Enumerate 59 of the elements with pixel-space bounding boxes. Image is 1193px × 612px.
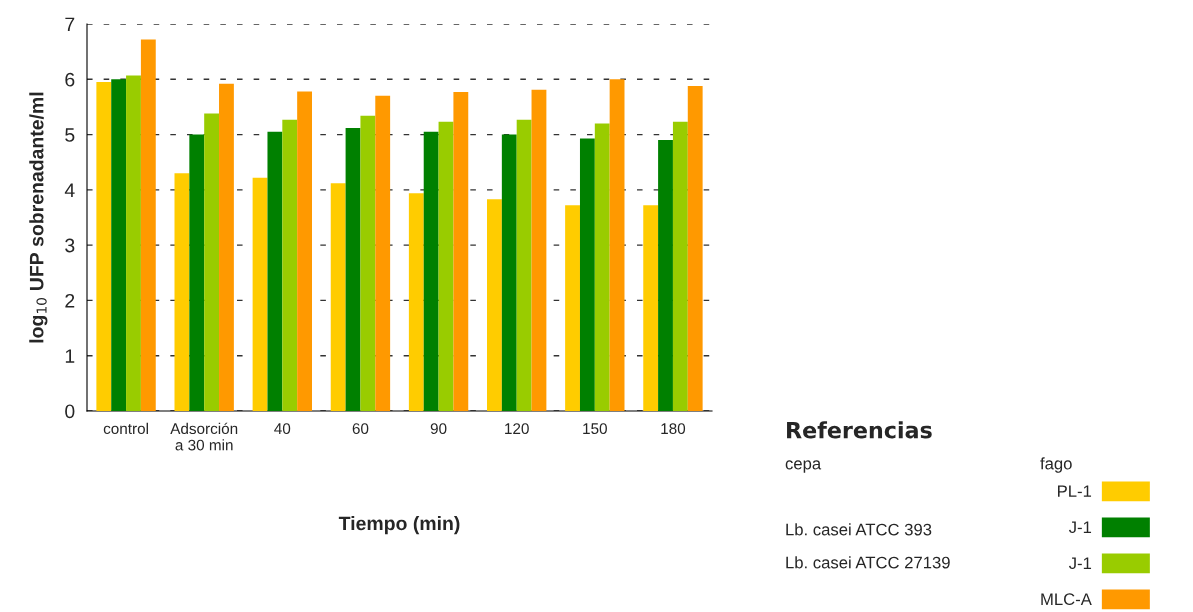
bar <box>360 115 376 411</box>
x-tick-label: 40 <box>274 423 291 435</box>
legend-label: PL-1 <box>1058 485 1092 497</box>
bar <box>96 82 112 411</box>
y-tick-label: 4 <box>64 183 75 197</box>
bar <box>126 75 141 411</box>
bar <box>282 119 298 411</box>
y-tick-label: 6 <box>65 72 75 87</box>
legend-label: J-1 <box>1068 557 1092 570</box>
legend-title: Referencias <box>787 421 932 439</box>
bar <box>453 92 469 411</box>
x-tick-label: 180 <box>661 423 686 435</box>
bar <box>609 79 625 411</box>
bar <box>579 138 595 411</box>
bar <box>252 177 268 411</box>
bar <box>345 127 361 411</box>
bar <box>174 173 190 411</box>
bar <box>658 140 673 411</box>
bar <box>267 131 283 411</box>
y-tick-label: 2 <box>65 293 75 308</box>
text: fago <box>1040 457 1072 473</box>
bar <box>189 134 205 411</box>
x-tick-label: Adsorción a 30 min <box>170 422 238 451</box>
bar <box>111 79 127 411</box>
bar <box>408 193 424 411</box>
bar <box>594 123 610 411</box>
y-tick-label: 5 <box>65 128 75 142</box>
bar <box>565 205 580 411</box>
x-tick-label: 60 <box>352 423 369 435</box>
bar <box>516 119 532 411</box>
bar <box>487 199 502 411</box>
bar <box>219 83 234 411</box>
x-tick-label: control <box>103 422 148 435</box>
y-tick-label: 1 <box>65 349 75 363</box>
bar <box>438 121 454 411</box>
y-tick-label: 0 <box>65 404 75 419</box>
text: cepa <box>785 460 822 473</box>
x-axis-title: Tiempo (min) <box>338 516 460 535</box>
bar <box>297 91 312 411</box>
bar <box>330 183 346 411</box>
x-tick-label: 90 <box>430 423 447 435</box>
x-tick-label: 150 <box>583 423 607 435</box>
bar <box>687 85 703 411</box>
legend-label: MLC-A <box>1041 593 1092 606</box>
y-axis-title: log$_{10}$ UFP sobrenadante/ml <box>29 92 48 343</box>
bar <box>423 131 439 411</box>
bar <box>375 95 391 411</box>
bar <box>643 205 659 411</box>
text: Lb. casei ATCC 27139 <box>786 556 950 569</box>
y-tick-label: 7 <box>65 17 75 32</box>
x-tick-label: 120 <box>505 423 529 435</box>
bar <box>140 39 156 411</box>
bar <box>501 134 517 411</box>
bar <box>672 121 688 411</box>
text: Lb. casei ATCC 393 <box>786 523 932 536</box>
legend-label: J-1 <box>1068 521 1092 534</box>
y-tick-label: 3 <box>65 238 75 253</box>
bar <box>531 89 547 411</box>
bar <box>204 113 220 411</box>
